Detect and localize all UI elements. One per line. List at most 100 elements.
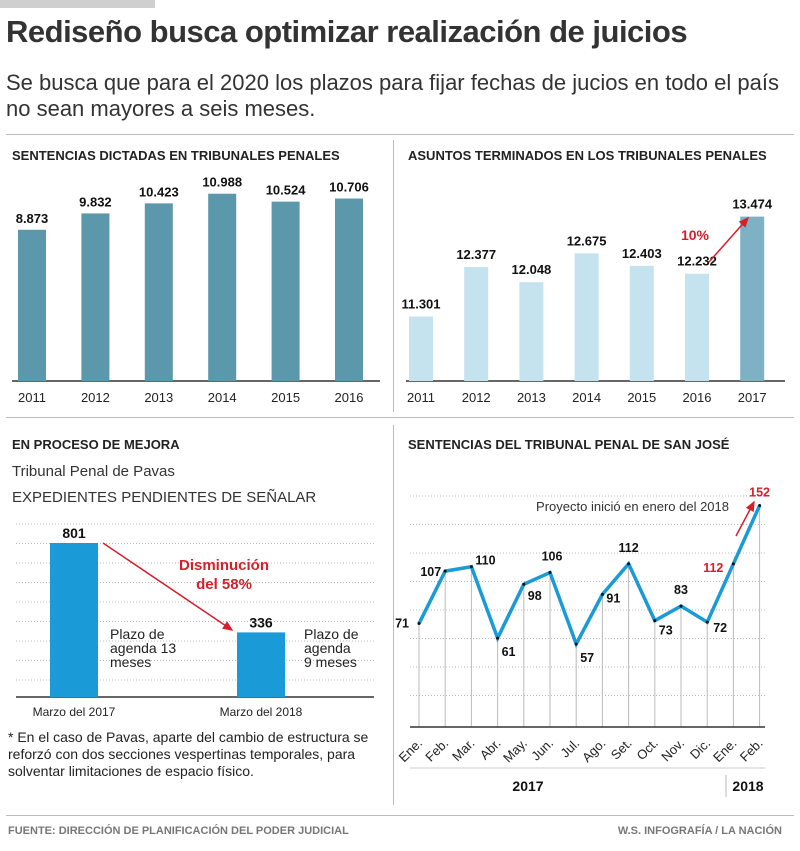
annotation: Proyecto inició en enero del 2018 <box>536 499 729 514</box>
bar <box>271 201 300 381</box>
data-label: 12.232 <box>677 254 717 269</box>
tick-label: 2012 <box>81 390 110 405</box>
data-label: 336 <box>249 614 273 630</box>
chart1-title: SENTENCIAS DICTADAS EN TRIBUNALES PENALE… <box>12 148 340 163</box>
tick-label: Ago. <box>579 736 609 766</box>
tick-label: 2011 <box>407 390 435 405</box>
tick-label: 2015 <box>627 390 656 405</box>
series-line <box>417 504 762 649</box>
bar <box>409 316 433 381</box>
tick-label: Feb. <box>737 736 766 765</box>
bar <box>519 282 544 381</box>
bar <box>464 267 489 381</box>
data-point <box>417 622 421 626</box>
divider <box>6 815 794 816</box>
bar-note: 9 meses <box>304 654 357 670</box>
data-label: 10.988 <box>202 175 242 190</box>
bar <box>629 265 654 381</box>
tick-label: 2016 <box>683 390 712 405</box>
year-label: 2018 <box>732 778 763 794</box>
bar <box>574 253 599 381</box>
decrease-annotation: del 58% <box>196 576 252 593</box>
data-label: 11.301 <box>401 297 440 312</box>
data-point <box>731 562 735 566</box>
divider <box>393 425 394 805</box>
tick-label: Set. <box>608 736 635 763</box>
data-label: 71 <box>395 617 409 631</box>
credit: W.S. INFOGRAFÍA / LA NACIÓN <box>617 825 782 837</box>
data-label: 10.524 <box>266 183 307 198</box>
decrease-annotation: Disminución <box>179 557 269 574</box>
decrease-arrow <box>102 542 234 631</box>
bar-note: Plazo de <box>110 626 165 642</box>
tick-label: 2014 <box>208 390 237 405</box>
chart3-title: EN PROCESO DE MEJORA <box>12 437 180 452</box>
year-label: 2017 <box>512 778 543 794</box>
tick-label: Abr. <box>477 736 504 763</box>
tick-label: 2012 <box>462 390 491 405</box>
tick-label: 2016 <box>335 390 364 405</box>
tick-label: 2014 <box>572 390 601 405</box>
bar-note: Plazo de <box>304 626 359 642</box>
bar <box>81 213 110 381</box>
bar <box>208 193 237 381</box>
bar-note: meses <box>110 654 151 670</box>
growth-arrow <box>708 216 749 263</box>
data-point <box>443 569 447 573</box>
data-label: 72 <box>713 621 727 635</box>
bar <box>685 273 709 381</box>
data-label: 10.423 <box>139 184 179 199</box>
data-point <box>627 562 631 566</box>
data-point <box>705 620 709 624</box>
tick-label: Mar. <box>449 736 477 764</box>
data-label: 98 <box>528 589 542 603</box>
data-label: 12.048 <box>512 262 552 277</box>
data-point <box>758 504 762 508</box>
data-label: 110 <box>475 554 495 568</box>
tick-label: Dic. <box>687 736 713 762</box>
tick-label: 2017 <box>738 390 767 405</box>
bar-note: agenda 13 <box>110 640 176 656</box>
bar-note: agenda <box>304 640 351 656</box>
tick-label: Marzo del 2017 <box>33 705 116 719</box>
bar <box>50 543 98 697</box>
divider <box>393 140 394 412</box>
chart4-title: SENTENCIAS DEL TRIBUNAL PENAL DE SAN JOS… <box>408 437 730 452</box>
tick-label: 2011 <box>18 390 46 405</box>
data-point <box>600 592 604 596</box>
bar <box>144 203 173 381</box>
data-label: 8.873 <box>16 211 49 226</box>
tick-label: 2015 <box>271 390 300 405</box>
tick-label: 2013 <box>517 390 546 405</box>
bar <box>18 229 46 381</box>
data-label: 12.675 <box>567 233 607 248</box>
data-point <box>469 565 473 569</box>
bar <box>237 632 285 697</box>
footnote: * En el caso de Pavas, aparte del cambio… <box>8 729 369 779</box>
tick-label: Jul. <box>557 736 582 761</box>
data-label: 61 <box>502 645 516 659</box>
data-label: 83 <box>674 583 688 597</box>
chart3-subtitle: Tribunal Penal de Pavas <box>12 463 175 480</box>
data-label: 9.832 <box>79 194 112 209</box>
tick-label: Feb. <box>422 736 451 765</box>
data-label: 112 <box>703 561 723 575</box>
bar <box>335 198 363 381</box>
data-label: 57 <box>580 651 594 665</box>
divider <box>6 134 794 135</box>
tick-label: 2013 <box>144 390 173 405</box>
data-point <box>522 582 526 586</box>
bar <box>740 216 765 381</box>
tick-label: Oct. <box>633 736 660 763</box>
data-label: 106 <box>542 550 563 564</box>
growth-annotation: 10% <box>681 227 710 243</box>
data-label: 112 <box>619 541 639 555</box>
data-point <box>679 604 683 608</box>
data-point <box>548 571 552 575</box>
page-title: Rediseño busca optimizar realización de … <box>6 14 688 49</box>
data-label: 10.706 <box>329 180 369 195</box>
tick-label: Ene. <box>396 736 426 766</box>
data-label: 91 <box>606 591 620 605</box>
